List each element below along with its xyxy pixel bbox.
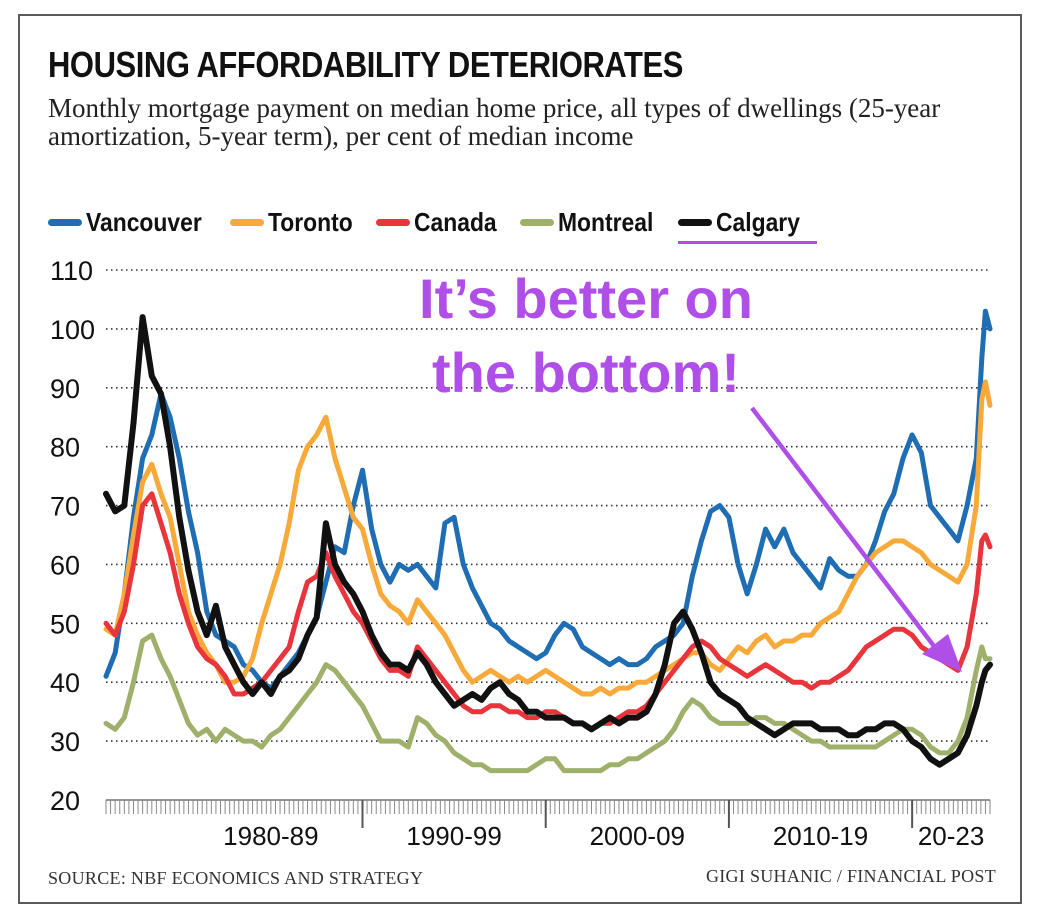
y-tick-label: 90 <box>50 374 80 404</box>
legend-label: Canada <box>413 206 497 237</box>
legend-label: Vancouver <box>86 206 202 237</box>
y-tick-label: 40 <box>50 668 80 698</box>
legend-item-toronto: Toronto <box>229 206 364 238</box>
y-tick-label: 110 <box>50 256 93 286</box>
series-line-vancouver <box>103 308 993 691</box>
gridlines <box>106 269 990 801</box>
annotation: It’s better on the bottom! <box>419 267 962 672</box>
legend-swatch <box>229 218 264 226</box>
annotation-line-2: the bottom! <box>432 341 740 404</box>
y-tick-label: 60 <box>50 550 80 580</box>
legend-swatch <box>678 218 713 226</box>
annotation-arrow-head <box>922 634 962 672</box>
series-line-montreal <box>103 632 993 774</box>
legend-label: Calgary <box>716 206 800 237</box>
y-tick-label: 30 <box>50 727 80 757</box>
legend-swatch <box>48 218 82 226</box>
series-line-canada <box>103 491 993 732</box>
x-group-label: 2000-09 <box>590 821 685 851</box>
x-group-label: 1980-89 <box>223 821 318 851</box>
x-axis: 1980-89 1990-99 2000-09 2010-19 20-23 <box>105 800 991 851</box>
legend-highlight-underline <box>678 240 818 244</box>
credit-note: GIGI SUHANIC / FINANCIAL POST <box>705 866 996 886</box>
chart-frame <box>18 14 1022 904</box>
series-line-calgary <box>103 314 993 768</box>
legend-item-calgary: Calgary <box>678 206 818 244</box>
series-line-toronto <box>103 379 993 697</box>
source-note: SOURCE: NBF ECONOMICS AND STRATEGY <box>48 868 424 888</box>
annotation-arrow-shaft <box>750 406 942 656</box>
y-tick-label: 50 <box>50 609 80 639</box>
x-group-label: 1990-99 <box>406 821 501 851</box>
series-lines <box>103 308 993 774</box>
y-tick-label: 100 <box>50 315 95 345</box>
legend-item-canada: Canada <box>375 206 508 238</box>
legend-item-montreal: Montreal <box>519 206 666 238</box>
chart-title: HOUSING AFFORDABILITY DETERIORATES <box>48 44 683 85</box>
legend-label: Montreal <box>557 206 654 237</box>
annotation-line-1: It’s better on <box>419 267 753 330</box>
legend: Vancouver Toronto Canada Montreal Calgar… <box>48 204 823 244</box>
legend-item-vancouver: Vancouver <box>48 207 218 238</box>
y-axis: 20 30 40 50 60 70 80 90 100 110 <box>50 256 95 816</box>
chart-subtitle: Monthly mortgage payment on median home … <box>48 93 941 151</box>
legend-swatch <box>519 218 554 226</box>
legend-label: Toronto <box>267 206 353 237</box>
y-tick-label: 20 <box>50 786 80 816</box>
x-group-label: 2010-19 <box>773 821 868 851</box>
y-tick-label: 80 <box>50 433 80 463</box>
legend-swatch <box>375 218 410 226</box>
x-group-label: 20-23 <box>918 821 985 851</box>
y-tick-label: 70 <box>50 492 80 522</box>
